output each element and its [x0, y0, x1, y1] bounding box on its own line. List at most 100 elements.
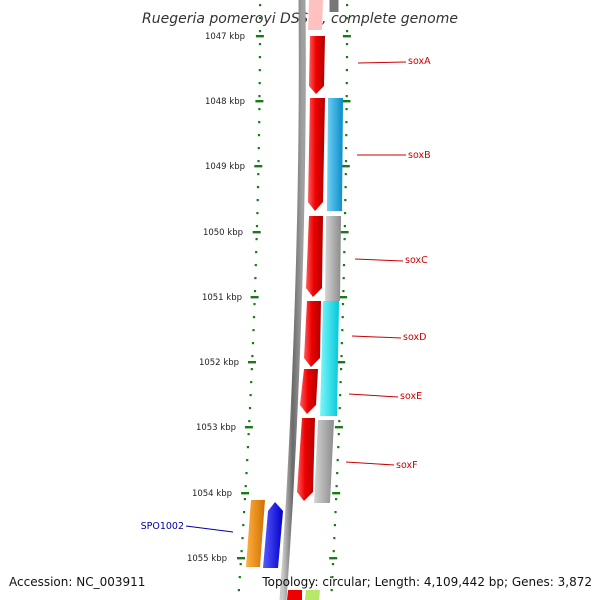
ruler-major-tick: [334, 426, 343, 429]
ruler-dot: [255, 225, 259, 228]
ruler-dot: [258, 56, 261, 59]
ruler-dot: [345, 43, 349, 46]
ruler-dot: [239, 563, 242, 566]
ruler-major-tick: [237, 557, 245, 560]
label-soxF[interactable]: soxF: [396, 460, 418, 471]
gene-bottom-red: [287, 590, 302, 600]
ruler-major-tick: [342, 100, 351, 103]
ruler-dot: [257, 160, 260, 163]
ruler-dot: [250, 381, 253, 384]
ruler-dot: [240, 550, 243, 553]
gene-features: [246, 0, 343, 600]
ruler-dot: [254, 264, 257, 267]
feature-soxC-grey: [325, 216, 341, 301]
ruler-dot: [345, 147, 348, 150]
ruler-dot: [344, 199, 347, 202]
ruler-dot: [345, 108, 348, 111]
ruler-dot: [257, 134, 261, 137]
ruler-dot: [331, 563, 335, 566]
ruler-dot: [256, 212, 259, 215]
ruler-dot: [346, 4, 349, 7]
ruler-dot: [343, 225, 346, 228]
ruler-dot: [250, 368, 253, 371]
ruler-dot: [254, 277, 257, 280]
ruler-major-tick: [342, 35, 351, 38]
ruler-major-tick: [340, 231, 349, 234]
ruler-dot: [243, 498, 246, 501]
ruler-dot: [345, 82, 348, 85]
ruler-dot: [248, 407, 252, 410]
ruler-dot: [256, 186, 260, 189]
leader-soxD: [351, 335, 402, 339]
ruler-dot: [251, 342, 255, 345]
ruler-dot: [259, 4, 262, 7]
ruler-dot: [257, 147, 260, 150]
ruler-major-tick: [248, 361, 256, 364]
gene-soxC[interactable]: [306, 216, 323, 297]
label-soxA[interactable]: soxA: [408, 56, 431, 67]
ruler-dot: [346, 17, 349, 20]
accession-text: Accession: NC_003911: [9, 575, 145, 589]
label-soxE[interactable]: soxE: [400, 391, 422, 402]
ruler-dot: [258, 69, 261, 72]
ruler-major-tick: [337, 361, 346, 364]
gene-soxA[interactable]: [309, 36, 325, 94]
tick-rulers: [237, 4, 351, 592]
ruler-major-tick: [255, 100, 264, 103]
ruler-dot: [258, 43, 262, 46]
ruler-dot: [330, 589, 333, 592]
ruler-dot: [344, 160, 348, 163]
gene-soxD[interactable]: [304, 301, 321, 367]
ruler-dot: [252, 329, 255, 332]
ruler-dot: [237, 589, 240, 592]
ruler-dot: [340, 368, 343, 371]
tick-label: 1054 kbp: [192, 489, 232, 499]
ruler-dot: [345, 121, 348, 124]
label-soxB[interactable]: soxB: [408, 150, 431, 161]
ruler-dot: [342, 277, 345, 280]
ruler-dot: [339, 381, 342, 384]
ruler-dot: [341, 303, 345, 306]
ruler-dot: [259, 17, 262, 20]
gene-soxF[interactable]: [297, 418, 315, 501]
label-SPO1002[interactable]: SPO1002: [141, 521, 184, 532]
ruler-dot: [335, 485, 338, 488]
gene-soxE[interactable]: [300, 369, 318, 414]
label-soxD[interactable]: soxD: [403, 332, 426, 343]
gene-SPO1002[interactable]: [263, 502, 283, 568]
ruler-dot: [345, 95, 348, 98]
ruler-dot: [255, 251, 258, 254]
ruler-dot: [334, 511, 337, 514]
ruler-dot: [345, 69, 348, 72]
ruler-dot: [333, 524, 336, 527]
ruler-dot: [345, 134, 348, 137]
ruler-major-tick: [339, 296, 348, 299]
ruler-major-tick: [244, 426, 253, 429]
ruler-dot: [258, 108, 261, 111]
leader-soxE: [348, 393, 399, 398]
ruler-dot: [333, 537, 336, 540]
gene-top-faded: [308, 0, 323, 30]
label-soxC[interactable]: soxC: [405, 255, 428, 266]
feature-bottom-green: [305, 590, 320, 600]
label-leaders: [185, 61, 407, 533]
ruler-dot: [338, 407, 341, 410]
gene-soxB[interactable]: [308, 98, 325, 211]
leader-soxA: [357, 61, 407, 64]
ruler-dot: [253, 290, 257, 293]
ruler-major-tick: [254, 165, 263, 168]
feature-orange: [246, 500, 265, 567]
gene-labels: soxA soxB soxC soxD soxE soxF SPO1002: [141, 56, 432, 532]
leader-soxC: [354, 258, 404, 262]
ruler-dot: [238, 576, 241, 579]
ruler-dot: [242, 524, 245, 527]
ruler-dot: [247, 433, 250, 436]
ruler-dot: [331, 576, 334, 579]
feature-soxF-grey: [314, 420, 334, 503]
ruler-dot: [256, 199, 259, 202]
genome-backbone: [279, 0, 306, 600]
ruler-dot: [343, 251, 346, 254]
tick-label: 1053 kbp: [196, 423, 236, 433]
ruler-dot: [336, 472, 339, 475]
ruler-major-tick: [252, 231, 261, 234]
